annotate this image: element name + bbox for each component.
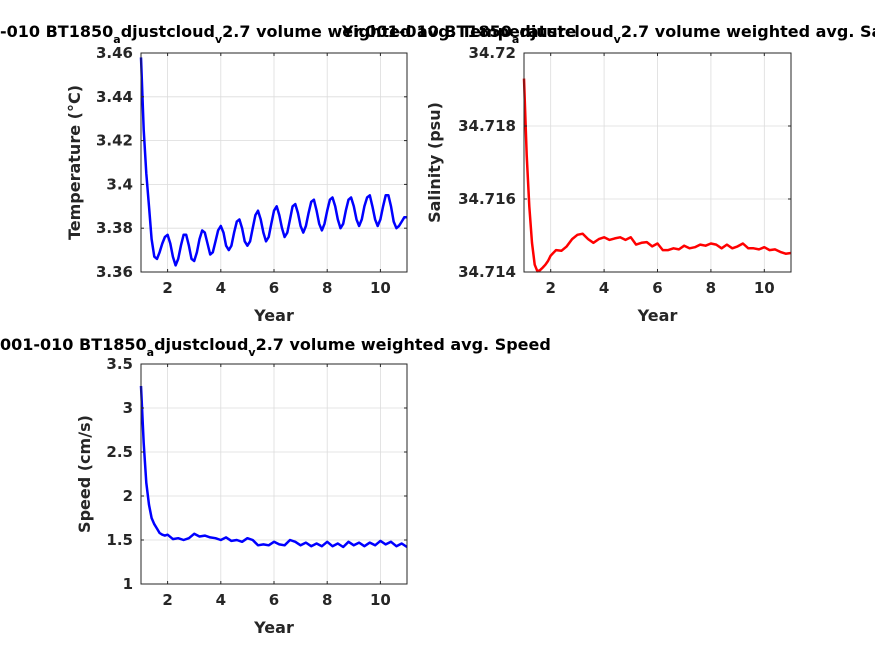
title-segment: 2.7 volume weighted avg. Salinity bbox=[621, 22, 875, 41]
x-tick-label: 6 bbox=[269, 591, 279, 609]
y-tick-label: 1 bbox=[123, 575, 133, 593]
x-axis-label: Year bbox=[253, 306, 294, 325]
title-segment: 001-010 BT1850 bbox=[0, 335, 147, 354]
y-tick-label: 2 bbox=[123, 487, 133, 505]
x-tick-label: 10 bbox=[754, 279, 775, 297]
x-tick-label: 2 bbox=[545, 279, 555, 297]
y-tick-label: 3.36 bbox=[96, 263, 133, 281]
y-axis-label: Salinity (psu) bbox=[425, 102, 444, 223]
y-tick-label: 3.44 bbox=[96, 88, 133, 106]
x-axis-label: Year bbox=[253, 618, 294, 637]
y-tick-label: 3.5 bbox=[106, 355, 133, 373]
title-segment: djustcloud bbox=[154, 335, 248, 354]
x-tick-label: 4 bbox=[216, 279, 226, 297]
x-tick-label: 2 bbox=[162, 279, 172, 297]
x-axis-label: Year bbox=[637, 306, 678, 325]
title-segment: djustcloud bbox=[519, 22, 613, 41]
y-tick-label: 34.714 bbox=[458, 263, 516, 281]
x-tick-label: 6 bbox=[269, 279, 279, 297]
y-tick-label: 3.38 bbox=[96, 219, 133, 237]
y-tick-label: 2.5 bbox=[106, 443, 133, 461]
series-line bbox=[139, 57, 407, 267]
x-tick-label: 6 bbox=[652, 279, 662, 297]
title-segment: djustcloud bbox=[121, 22, 215, 41]
y-tick-label: 3 bbox=[123, 399, 133, 417]
title-subscript: v bbox=[614, 33, 622, 46]
y-tick-label: 1.5 bbox=[106, 531, 133, 549]
title-segment: -010 BT1850 bbox=[0, 22, 113, 41]
y-tick-label: 34.72 bbox=[469, 44, 516, 62]
x-tick-label: 10 bbox=[370, 279, 391, 297]
chart-panel-3: 2 4 6 8 10 1 1.5 2 2.5 3 3.5 Year Speed (cm/s) 001-01… bbox=[0, 335, 551, 637]
title-segment: Yr.001-010 BT1850 bbox=[341, 22, 512, 41]
chart-panel-1: 2 4 6 8 10 3.36 3.38 3.4 3.42 3.44 3.46 Year Tempera… bbox=[0, 22, 577, 325]
title-subscript: a bbox=[147, 346, 154, 359]
chart-title: 001-010 BT1850adjustcloudv2.7 volume wei… bbox=[0, 335, 551, 359]
x-tick-label: 2 bbox=[162, 591, 172, 609]
title-subscript: v bbox=[215, 33, 223, 46]
y-axis-label: Temperature (°C) bbox=[65, 85, 84, 240]
title-segment: 2.7 volume weighted avg. Temperature bbox=[222, 22, 576, 41]
chart-title: Yr.001-010 BT1850adjustcloudv2.7 volume … bbox=[341, 22, 875, 46]
y-axis-label: Speed (cm/s) bbox=[75, 415, 94, 533]
y-tick-label: 3.42 bbox=[96, 132, 133, 150]
x-tick-label: 8 bbox=[322, 591, 332, 609]
x-tick-label: 10 bbox=[370, 591, 391, 609]
x-tick-label: 4 bbox=[599, 279, 609, 297]
y-tick-label: 3.4 bbox=[106, 175, 133, 193]
series-line bbox=[139, 385, 408, 549]
y-tick-label: 34.718 bbox=[458, 117, 516, 135]
title-subscript: a bbox=[512, 33, 519, 46]
chart-title: -010 BT1850adjustcloudv2.7 volume weight… bbox=[0, 22, 577, 46]
y-tick-label: 3.46 bbox=[96, 44, 133, 62]
series-line bbox=[522, 78, 792, 273]
chart-panel-2: 2 4 6 8 10 34.714 34.716 34.718 34.72 Year Salinit… bbox=[341, 22, 875, 325]
x-tick-label: 4 bbox=[216, 591, 226, 609]
y-tick-label: 34.716 bbox=[458, 190, 516, 208]
x-tick-label: 8 bbox=[706, 279, 716, 297]
title-segment: 2.7 volume weighted avg. Speed bbox=[256, 335, 551, 354]
title-subscript: v bbox=[248, 346, 256, 359]
x-tick-label: 8 bbox=[322, 279, 332, 297]
title-subscript: a bbox=[113, 33, 120, 46]
